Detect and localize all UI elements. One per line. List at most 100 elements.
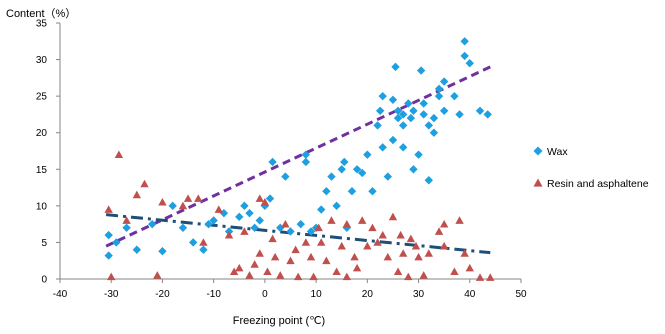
resin-asphaltene-point [250,260,259,268]
wax-point [375,106,385,115]
resin-asphaltene-point [396,230,405,239]
wax-point [393,113,403,123]
resin-asphaltene-point [153,271,162,279]
resin-asphaltene-point [183,194,193,202]
wax-point [419,110,428,119]
resin-asphaltene-point [358,216,367,224]
wax-point [398,143,408,152]
wax-point [388,95,398,104]
resin-asphaltene-point [368,223,377,232]
wax-point [340,157,349,167]
wax-point [460,37,469,46]
resin-asphaltene-point [104,205,113,213]
legend-label-resin-asphaltene: Resin and asphaltene [547,178,649,190]
resin-asphaltene-point [363,241,372,250]
resin-asphaltene-point [270,252,280,261]
wax-point [352,165,362,174]
resin-asphaltene-point [406,234,416,243]
x-tick-label: 40 [464,289,476,300]
wax-point [393,106,403,115]
wax-point [460,51,469,61]
wax-point [301,157,311,167]
wax-point [404,99,413,108]
wax-point [429,113,439,123]
wax-point [434,91,444,101]
trendlines [105,65,491,255]
resin-asphaltene-point [255,194,264,202]
wax-point [439,106,449,115]
resin-asphaltene-point [450,267,459,276]
wax-point [465,59,474,68]
legend-marker-resin-asphaltene [533,178,543,187]
y-tick-label: 20 [36,128,48,139]
resin-asphaltene-point [393,267,403,276]
y-tick-label: 5 [41,238,47,249]
y-tick-label: 15 [36,165,48,176]
resin-asphaltene-point [350,252,359,261]
wax-point [409,106,418,115]
resin-asphaltene-point [194,194,203,202]
resin-asphaltene-point [229,267,239,276]
wax-point [406,113,416,123]
wax-point [265,194,275,203]
resin-asphaltene-point [158,198,167,206]
resin-asphaltene-point [293,272,303,281]
resin-asphaltene-point [114,150,124,159]
x-tick-label: 50 [515,289,527,300]
resin-asphaltene-point [276,271,285,279]
legend-marker-wax [533,146,543,156]
wax-point [301,150,311,159]
resin-asphaltene-point [309,272,318,281]
wax-point [122,223,131,232]
resin-asphaltene-point [378,230,387,239]
resin-asphaltene-point [465,263,474,272]
resin-asphaltene-point [122,216,131,224]
wax-point [132,245,142,254]
resin-asphaltene-point [240,227,249,235]
wax-point [483,110,492,119]
resin-asphaltene-point [224,230,234,239]
resin-asphaltene-point [388,212,398,221]
x-tick-label: 10 [311,289,323,300]
resin-asphaltene-point [332,267,341,276]
wax-point [358,168,367,178]
resin-asphaltene-point [419,271,428,279]
wax-point [168,201,177,211]
wax-point [209,216,218,225]
wax-point [455,110,464,119]
wax-point [416,66,426,75]
wax-point [199,245,208,254]
wax-point [148,219,157,229]
resin-asphaltene-point [132,190,142,199]
axes: -40 -30 -20 -10 0 10 20 30 40 50 0 5 10 15 20 25 30 35 [36,19,527,301]
x-tick-label: 20 [362,289,374,300]
resin-asphaltene-point [268,234,277,243]
resin-asphaltene-point [486,273,495,281]
resin-asphaltene-point [337,241,346,250]
wax-point [475,106,485,115]
wax-point [322,187,331,196]
resin-asphaltene-point [314,223,323,232]
series-resin-and-asphaltene [104,150,495,281]
wax-point [240,201,249,211]
wax-point [398,110,408,119]
resin-asphaltene-point [199,238,208,246]
y-tick-label: 10 [36,201,48,212]
wax-point [414,150,423,159]
wax-point [158,247,167,256]
wax-point [327,172,336,181]
wax-point [391,62,400,72]
resin-asphaltene-point [281,219,290,228]
resin-asphaltene-point [342,272,352,281]
resin-asphaltene-point [404,272,413,281]
legend: Wax Resin and asphaltene [533,146,649,190]
resin-asphaltene-point [301,238,311,246]
x-tick-label: 30 [413,289,425,300]
wax-point [245,208,254,218]
wax-point [347,187,357,196]
wax-point [398,121,408,130]
resin-asphaltene-point [439,241,449,250]
wax-point [373,121,382,130]
wax-point [296,219,305,229]
